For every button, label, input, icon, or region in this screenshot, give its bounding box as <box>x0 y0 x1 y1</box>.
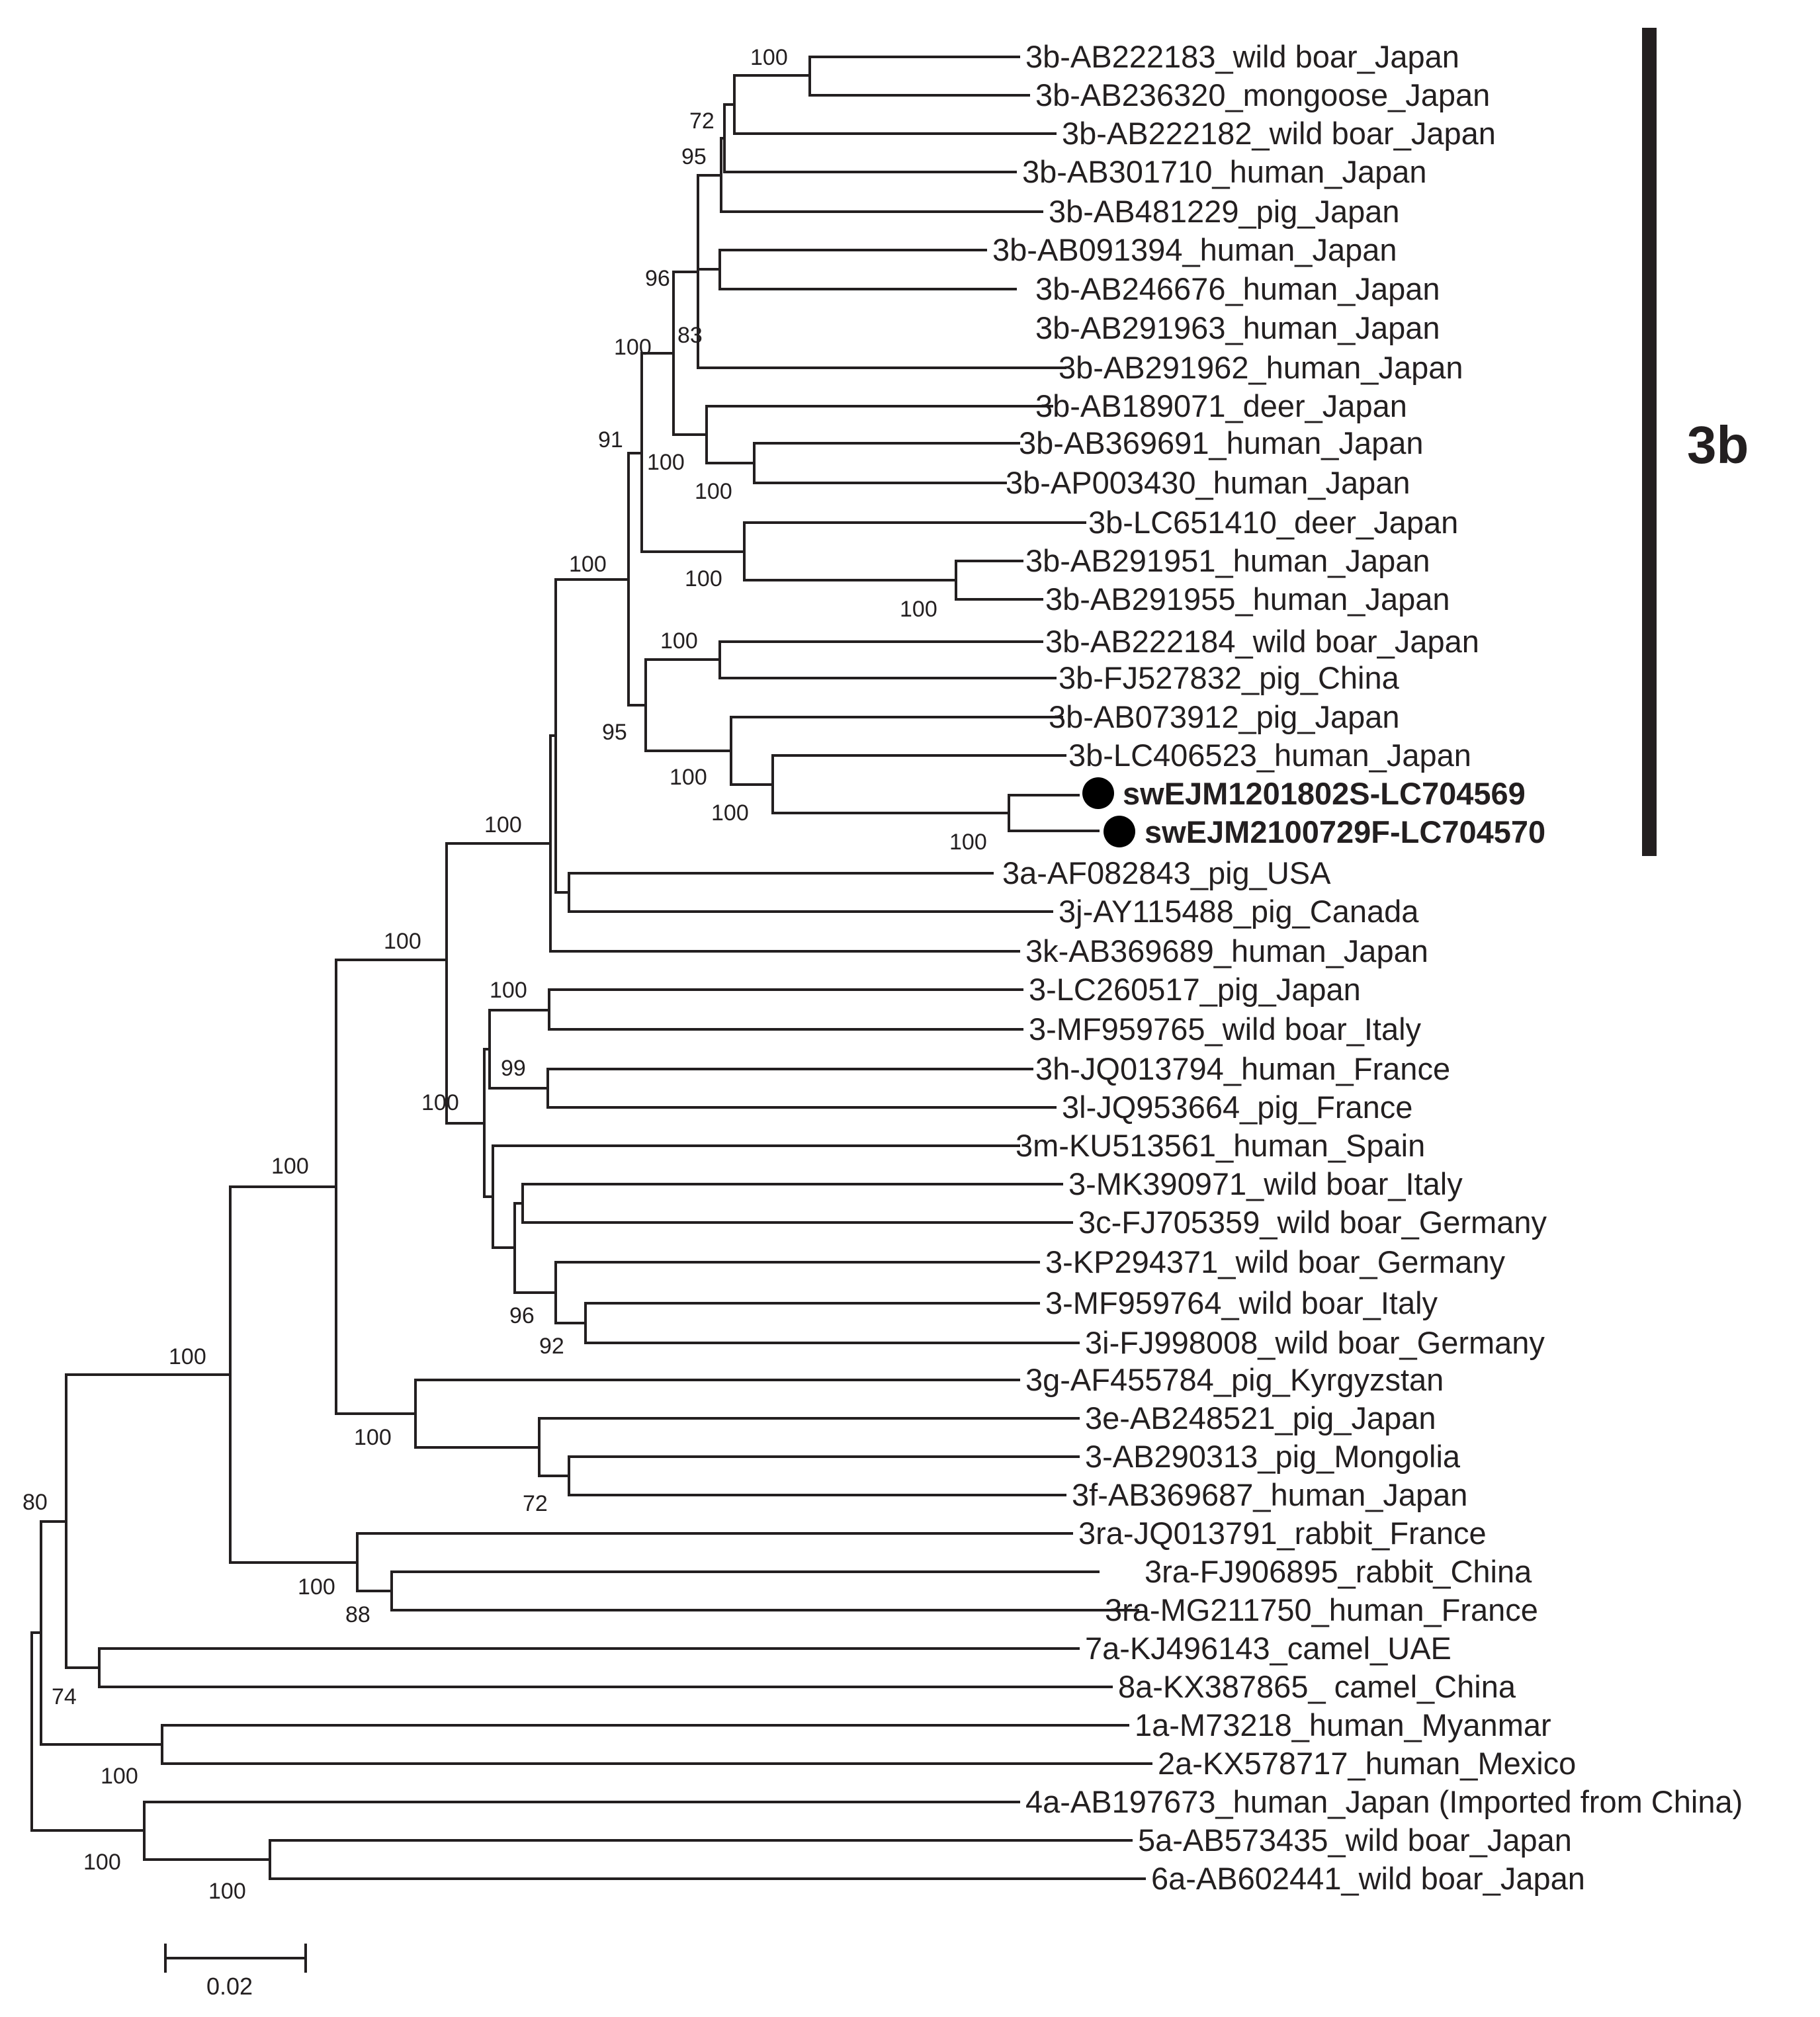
leaf-label: 3-MF959764_wild boar_Italy <box>1045 1285 1438 1320</box>
leaf-label: 3i-FJ998008_wild boar_Germany <box>1085 1325 1545 1360</box>
bootstrap-value: 83 <box>677 323 703 348</box>
leaf-label: 3ra-FJ906895_rabbit_China <box>1145 1554 1532 1589</box>
bootstrap-value: 95 <box>681 144 707 169</box>
leaf-label: 3k-AB369689_human_Japan <box>1025 933 1428 968</box>
bootstrap-value: 100 <box>685 566 722 591</box>
leaf-label: 4a-AB197673_human_Japan (Imported from C… <box>1025 1784 1743 1819</box>
leaf-label: 5a-AB573435_wild boar_Japan <box>1138 1823 1572 1858</box>
bootstrap-value: 95 <box>602 720 627 745</box>
bootstrap-value: 100 <box>384 929 421 954</box>
sample-marker-2 <box>1104 816 1135 847</box>
clade-3b-bar <box>1642 28 1657 856</box>
leaf-label: 3b-AB189071_deer_Japan <box>1035 388 1407 423</box>
leaf-label: 3b-AB246676_human_Japan <box>1035 271 1440 306</box>
leaf-label: 7a-KJ496143_camel_UAE <box>1085 1631 1452 1666</box>
sample-marker-1 <box>1082 777 1114 809</box>
bootstrap-value: 100 <box>490 978 527 1003</box>
bootstrap-value: 100 <box>614 335 652 360</box>
leaf-label: 3b-AB073912_pig_Japan <box>1049 699 1400 734</box>
leaf-label: 3b-AB091394_human_Japan <box>992 232 1397 267</box>
leaf-label: 3h-JQ013794_human_France <box>1035 1051 1450 1086</box>
scale-bar: 0.02 <box>164 1944 307 2000</box>
leaf-labels: 3b-AB222183_wild boar_Japan 3b-AB236320_… <box>992 39 1743 1896</box>
leaf-label: 3l-JQ953664_pig_France <box>1062 1090 1412 1125</box>
leaf-label: 3-KP294371_wild boar_Germany <box>1045 1244 1505 1279</box>
bootstrap-value: 100 <box>101 1764 138 1789</box>
leaf-label: 3b-LC406523_human_Japan <box>1068 738 1471 773</box>
bootstrap-value: 100 <box>660 628 698 654</box>
bootstrap-value: 100 <box>900 597 937 622</box>
bootstrap-value: 100 <box>484 812 522 837</box>
leaf-label: 3ra-JQ013791_rabbit_France <box>1078 1516 1487 1551</box>
bootstrap-value: 100 <box>670 765 707 790</box>
bootstrap-value: 100 <box>208 1879 246 1904</box>
bootstrap-value: 100 <box>711 800 749 826</box>
bootstrap-value: 100 <box>647 450 685 475</box>
bootstrap-value: 80 <box>22 1490 48 1515</box>
leaf-label: 3-AB290313_pig_Mongolia <box>1085 1439 1461 1474</box>
bootstrap-value: 100 <box>750 45 788 70</box>
bootstrap-value: 72 <box>689 108 715 134</box>
scale-bar-label: 0.02 <box>206 1973 253 2000</box>
leaf-label: 3ra-MG211750_human_France <box>1105 1592 1538 1627</box>
bootstrap-values: 100 72 95 96 83 100 91 100 100 100 100 1… <box>22 45 987 1904</box>
leaf-label: 3b-AB291955_human_Japan <box>1045 581 1450 617</box>
bootstrap-value: 100 <box>271 1154 309 1179</box>
bootstrap-value: 88 <box>345 1602 370 1627</box>
leaf-label: 3b-AB222183_wild boar_Japan <box>1025 39 1459 74</box>
leaf-label: 1a-M73218_human_Myanmar <box>1135 1707 1551 1742</box>
bootstrap-value: 100 <box>298 1574 335 1600</box>
leaf-label: 3-MF959765_wild boar_Italy <box>1029 1011 1422 1047</box>
leaf-label: 3b-AB481229_pig_Japan <box>1049 194 1400 229</box>
leaf-label: 3b-AB291962_human_Japan <box>1059 350 1463 385</box>
sample-label-1: swEJM1201802S-LC704569 <box>1123 776 1526 811</box>
leaf-label: 3j-AY115488_pig_Canada <box>1059 894 1419 929</box>
bootstrap-value: 100 <box>949 830 987 855</box>
tree-branches <box>30 56 1152 1880</box>
leaf-label: 3b-AB291963_human_Japan <box>1035 310 1440 345</box>
leaf-label: 3g-AF455784_pig_Kyrgyzstan <box>1025 1362 1444 1397</box>
leaf-label: 3b-FJ527832_pig_China <box>1059 660 1400 695</box>
leaf-label: 3e-AB248521_pig_Japan <box>1085 1400 1436 1436</box>
bootstrap-value: 72 <box>523 1491 548 1516</box>
leaf-label: 3m-KU513561_human_Spain <box>1016 1128 1425 1163</box>
bootstrap-value: 100 <box>83 1850 121 1875</box>
bootstrap-value: 91 <box>598 427 623 452</box>
sample-label-2: swEJM2100729F-LC704570 <box>1145 814 1545 849</box>
leaf-label: 6a-AB602441_wild boar_Japan <box>1151 1861 1585 1896</box>
leaf-label: 2a-KX578717_human_Mexico <box>1158 1746 1576 1781</box>
leaf-label: 3-LC260517_pig_Japan <box>1029 972 1361 1007</box>
bootstrap-value: 99 <box>501 1056 526 1081</box>
bootstrap-value: 100 <box>421 1090 459 1115</box>
bootstrap-value: 100 <box>169 1344 206 1369</box>
leaf-label: 3b-AB222184_wild boar_Japan <box>1045 624 1479 659</box>
leaf-label: 3b-LC651410_deer_Japan <box>1088 505 1458 540</box>
leaf-label: 3b-AB291951_human_Japan <box>1025 543 1430 578</box>
leaf-label: 3f-AB369687_human_Japan <box>1072 1477 1467 1512</box>
bootstrap-value: 100 <box>569 552 607 577</box>
bootstrap-value: 92 <box>539 1334 564 1359</box>
leaf-label: 3-MK390971_wild boar_Italy <box>1068 1166 1463 1201</box>
bootstrap-value: 100 <box>695 479 732 504</box>
leaf-label: 3b-AB301710_human_Japan <box>1022 154 1427 189</box>
leaf-label: 3a-AF082843_pig_USA <box>1002 855 1331 890</box>
leaf-label: 8a-KX387865_ camel_China <box>1118 1669 1516 1704</box>
bootstrap-value: 74 <box>52 1684 77 1709</box>
bootstrap-value: 96 <box>645 266 670 291</box>
bootstrap-value: 96 <box>509 1303 535 1328</box>
leaf-label: 3b-AP003430_human_Japan <box>1006 465 1410 500</box>
leaf-label: 3c-FJ705359_wild boar_Germany <box>1078 1205 1547 1240</box>
leaf-label: 3b-AB222182_wild boar_Japan <box>1062 116 1496 151</box>
leaf-label: 3b-AB236320_mongoose_Japan <box>1035 77 1490 112</box>
bootstrap-value: 100 <box>354 1425 392 1450</box>
clade-label: 3b <box>1687 415 1749 474</box>
leaf-label: 3b-AB369691_human_Japan <box>1019 425 1424 460</box>
